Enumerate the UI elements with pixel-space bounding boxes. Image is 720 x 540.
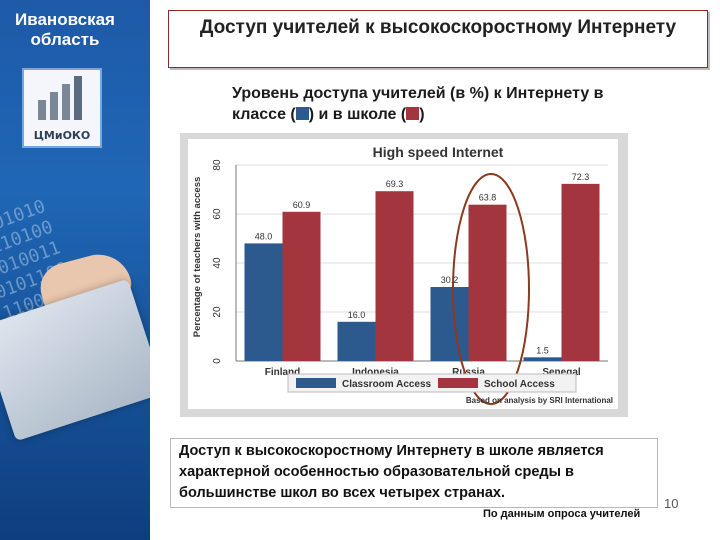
bar-school (375, 191, 414, 361)
legend-swatch (438, 378, 478, 388)
data-label: 69.3 (386, 179, 404, 189)
chart-frame: High speed Internet Percentage of teache… (180, 133, 628, 417)
description-text: Доступ к высокоскоростному Интернету в ш… (170, 438, 658, 508)
data-label: 16.0 (348, 310, 366, 320)
subtitle-line-1: Уровень доступа учителей (в %) к Интерне… (232, 85, 604, 102)
bar-chart: High speed Internet Percentage of teache… (192, 144, 613, 405)
chart-bars: 48.0 60.9 16.0 69.3 30.2 63.8 1.5 72.3 (244, 172, 600, 361)
logo-bar (50, 92, 58, 120)
x-tick-label: Finland (265, 367, 301, 378)
y-axis-label: Percentage of teachers with access (192, 177, 203, 338)
chart-source-note: Based on analysis by SRI International (466, 396, 613, 405)
data-label: 63.8 (479, 193, 497, 203)
subtitle-text-b: ) и в школе ( (308, 106, 407, 123)
y-tick-label: 60 (212, 208, 223, 220)
x-tick-label: Senegal (542, 367, 581, 378)
x-axis-labels: Finland Indonesia Russia Senegal (265, 367, 581, 378)
bar-classroom (523, 357, 562, 361)
legend-label: Classroom Access (342, 379, 432, 390)
region-label: Ивановская область (15, 10, 115, 49)
y-tick-label: 20 (212, 306, 223, 318)
y-tick-label: 40 (212, 257, 223, 269)
page-title: Доступ учителей к высокоскоростному Инте… (199, 17, 677, 38)
data-label: 48.0 (255, 231, 273, 241)
y-axis-ticks: 0 20 40 60 80 (212, 159, 223, 364)
data-label: 30.2 (441, 275, 459, 285)
legend-label: School Access (484, 379, 555, 390)
school-color-swatch (406, 107, 420, 120)
bar-classroom (244, 243, 283, 361)
data-label: 1.5 (536, 345, 549, 355)
bar-classroom (337, 321, 376, 361)
data-label: 72.3 (572, 172, 590, 182)
subtitle-text-a: классе ( (232, 106, 296, 123)
legend-swatch (296, 378, 336, 388)
subtitle-text-c: ) (419, 106, 425, 123)
y-tick-label: 80 (212, 159, 223, 171)
chart-title: High speed Internet (373, 144, 504, 160)
bar-classroom (430, 287, 469, 361)
chart-legend: Classroom Access School Access (287, 373, 577, 393)
page-number: 10 (664, 496, 679, 511)
data-label: 60.9 (293, 200, 311, 210)
logo-text: ЦМиОКО (33, 129, 91, 142)
chart-subtitle: Уровень доступа учителей (в %) к Интерне… (232, 83, 692, 125)
source-caption: По данным опроса учителей (483, 508, 641, 520)
bar-school (468, 204, 507, 361)
russia-highlight-ellipse (452, 173, 530, 405)
page-title-box: Доступ учителей к высокоскоростному Инте… (168, 10, 708, 68)
x-tick-label: Russia (452, 367, 485, 378)
x-tick-label: Indonesia (352, 367, 399, 378)
classroom-color-swatch (295, 107, 309, 120)
legend-box (287, 373, 577, 393)
logo-bar (38, 100, 46, 120)
bar-school (282, 211, 321, 361)
cmioko-logo: ЦМиОКО (22, 68, 102, 148)
sidebar-panel: 1001010011010010100110101100110010100110… (0, 0, 150, 540)
logo-bar (74, 76, 82, 120)
chart-panel: High speed Internet Percentage of teache… (188, 139, 618, 409)
y-tick-label: 0 (212, 358, 223, 364)
bar-school (561, 183, 600, 361)
logo-bar (62, 84, 70, 120)
subtitle-line-2: классе ( ) и в школе () (232, 104, 692, 125)
